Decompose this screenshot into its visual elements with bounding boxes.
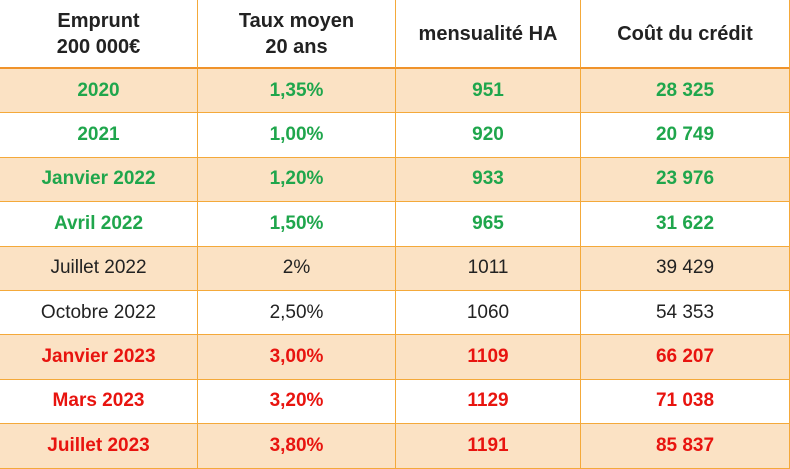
table-cell: 1109 <box>396 335 581 380</box>
table-cell: Juillet 2023 <box>0 424 198 469</box>
table-cell: Avril 2022 <box>0 202 198 247</box>
table-cell: 1011 <box>396 246 581 291</box>
header-cell: mensualité HA <box>396 0 581 69</box>
table-cell: 3,00% <box>198 335 396 380</box>
table-cell: 71 038 <box>581 379 790 425</box>
table-cell: Janvier 2022 <box>0 157 198 203</box>
table-cell: 3,80% <box>198 424 396 469</box>
table-cell: 2020 <box>0 69 198 114</box>
table-cell: 1060 <box>396 291 581 336</box>
table-cell: 1,20% <box>198 157 396 203</box>
table-cell: 66 207 <box>581 335 790 380</box>
table-cell: Janvier 2023 <box>0 335 198 380</box>
table-cell: 951 <box>396 69 581 114</box>
table-cell: 965 <box>396 202 581 247</box>
header-cell: Taux moyen 20 ans <box>198 0 396 69</box>
table-cell: 1191 <box>396 424 581 469</box>
table-cell: 1,00% <box>198 113 396 158</box>
table-cell: 1,35% <box>198 69 396 114</box>
table-cell: 2,50% <box>198 291 396 336</box>
table-cell: 54 353 <box>581 291 790 336</box>
table-cell: 1,50% <box>198 202 396 247</box>
table-cell: 23 976 <box>581 157 790 203</box>
table-cell: 920 <box>396 113 581 158</box>
table-cell: 20 749 <box>581 113 790 158</box>
table-cell: 2% <box>198 246 396 291</box>
table-cell: 1129 <box>396 379 581 425</box>
table-cell: 39 429 <box>581 246 790 291</box>
table-cell: 2021 <box>0 113 198 158</box>
header-cell: Coût du crédit <box>581 0 790 69</box>
table-cell: 28 325 <box>581 69 790 114</box>
table-cell: 85 837 <box>581 424 790 469</box>
table-cell: Mars 2023 <box>0 379 198 425</box>
table-cell: Juillet 2022 <box>0 246 198 291</box>
header-cell: Emprunt 200 000€ <box>0 0 198 69</box>
table-cell: Octobre 2022 <box>0 291 198 336</box>
table-cell: 31 622 <box>581 202 790 247</box>
table-cell: 3,20% <box>198 379 396 425</box>
table-cell: 933 <box>396 157 581 203</box>
